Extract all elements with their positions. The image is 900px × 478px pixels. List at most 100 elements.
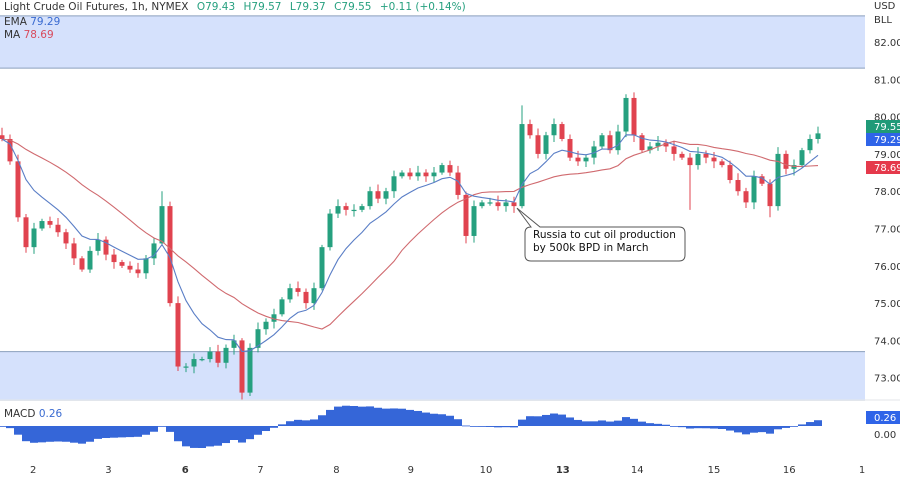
macd-bar [694, 426, 702, 429]
price-tick: 74.00 [874, 336, 900, 347]
candle-body [351, 209, 357, 212]
macd-legend[interactable]: MACD 0.26 [4, 408, 62, 420]
candle-body [95, 239, 101, 251]
candle [375, 184, 381, 204]
candle-body [495, 202, 501, 207]
ma-badge-text: 78.69 [874, 163, 900, 174]
candle [647, 141, 653, 154]
macd-bar [126, 426, 134, 438]
macd-bar [526, 416, 534, 426]
annotation-text: Russia to cut oil production by 500k BPD… [525, 227, 685, 261]
candle [119, 259, 125, 269]
ma-legend[interactable]: MA 78.69 [4, 29, 54, 41]
price-tick: 73.00 [874, 374, 900, 385]
candle-body [183, 366, 189, 368]
candle-body [47, 221, 53, 225]
change-value: +0.11 (+0.14%) [379, 1, 466, 13]
candle-body [663, 142, 669, 147]
candle [159, 191, 165, 246]
candle [71, 237, 77, 266]
candle [239, 338, 245, 401]
price-tick: 77.00 [874, 225, 900, 236]
candle-body [439, 165, 445, 173]
macd-bar [758, 426, 766, 433]
price-tick: 78.00 [874, 187, 900, 198]
candle [359, 203, 365, 213]
price-tick: 82.00 [874, 38, 900, 49]
candle-body [791, 165, 797, 169]
candle-body [455, 172, 461, 195]
macd-bar [510, 426, 518, 428]
candle [775, 147, 781, 211]
candle [543, 131, 549, 160]
macd-bar [654, 423, 662, 426]
macd-bar [342, 405, 350, 426]
ma-value: 78.69 [23, 29, 54, 41]
ema-legend[interactable]: EMA 79.29 [4, 16, 60, 28]
ema-line [1, 134, 819, 353]
macd-bar [270, 426, 278, 428]
candle [255, 322, 261, 353]
macd-badge: 0.26 [866, 411, 900, 424]
candle [527, 119, 533, 139]
macd-bar [310, 419, 318, 426]
ma-line [1, 138, 819, 330]
macd-bar [662, 424, 670, 426]
candle [175, 296, 181, 371]
time-tick: 8 [333, 465, 339, 476]
macd-bar [334, 406, 342, 426]
candle-body [247, 347, 253, 393]
candle-body [743, 191, 749, 203]
macd-bar [14, 426, 22, 435]
candle-body [487, 202, 493, 204]
candle-body [167, 206, 173, 304]
candle-body [759, 176, 765, 184]
macd-bar [110, 426, 118, 438]
candle [815, 126, 821, 144]
candle-body [343, 206, 349, 210]
time-axis[interactable]: 2 3 6 7 8 9 10 13 14 15 16 1 [30, 465, 865, 476]
macd-bar [366, 406, 374, 426]
last-price-badge-text: 79.55 [874, 122, 900, 133]
candle [79, 256, 85, 272]
macd-bar [70, 426, 78, 443]
macd-bar [326, 409, 334, 426]
ema-badge: 79.29 [866, 133, 900, 146]
candle-body [631, 97, 637, 136]
candle-body [727, 165, 733, 181]
candle [191, 353, 197, 374]
ema-badge-text: 79.29 [874, 135, 900, 146]
macd-bar [214, 426, 222, 446]
candle-body [415, 172, 421, 177]
candle [127, 261, 133, 273]
macd-bar [278, 424, 286, 426]
ema-label: EMA [4, 16, 27, 28]
candle-body [575, 157, 581, 162]
annotation-line-2: by 500k BPD in March [533, 242, 649, 254]
macd-bar [398, 408, 406, 426]
macd-bar [462, 425, 470, 427]
macd-bar [238, 426, 246, 443]
candle [423, 169, 429, 182]
macd-label: MACD [4, 408, 36, 420]
macd-bar [486, 426, 494, 427]
price-axis[interactable]: USD BLL 82.00 81.00 80.00 79.00 78.00 77.00 76… [874, 1, 900, 441]
candle-body [55, 224, 61, 233]
candle [39, 218, 45, 231]
candle [535, 128, 541, 159]
candle [551, 118, 557, 142]
candle-body [503, 202, 509, 207]
candle-body [719, 161, 725, 166]
candle [23, 213, 29, 253]
time-tick: 6 [182, 465, 189, 476]
macd-bar [230, 426, 238, 440]
macd-bar [814, 420, 822, 426]
candle-body [175, 303, 181, 367]
candle-body [767, 183, 773, 207]
macd-bar [798, 424, 806, 426]
candle [167, 201, 173, 307]
macd-bar [350, 406, 358, 426]
symbol-title[interactable]: Light Crude Oil Futures, 1h, NYMEX [4, 1, 189, 13]
macd-bar [750, 426, 758, 433]
